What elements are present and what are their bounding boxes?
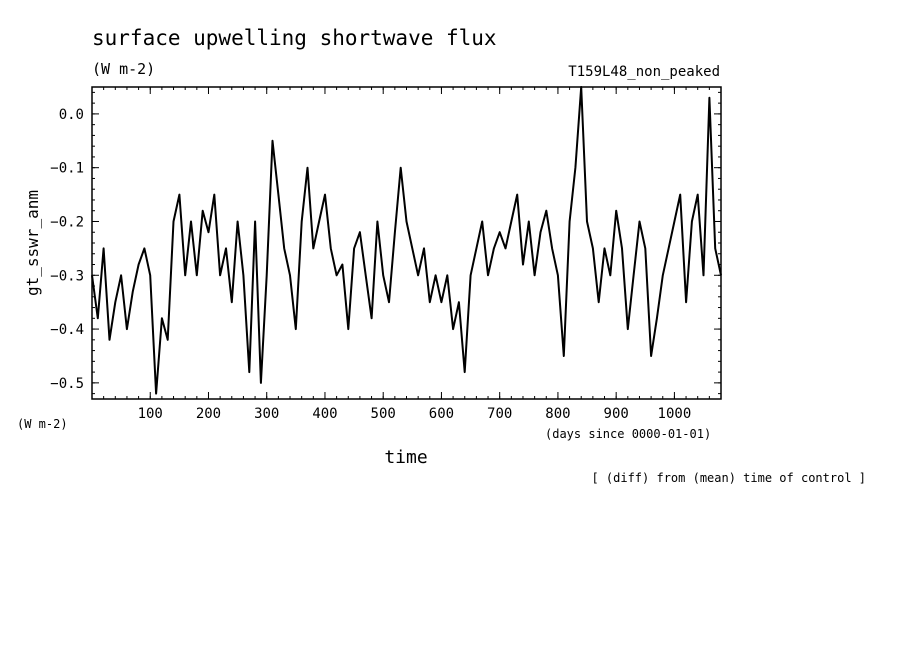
x-tick-label: 300: [254, 406, 279, 422]
chart-units: (W m-2): [92, 60, 155, 78]
y-tick-label: −0.5: [50, 376, 84, 392]
y-tick-label: −0.4: [50, 322, 84, 338]
x-tick-label: 600: [429, 406, 454, 422]
experiment-label: T159L48_non_peaked: [568, 64, 720, 80]
y-tick-label: −0.3: [50, 268, 84, 284]
plot-frame: [91, 86, 722, 400]
x-tick-label: 100: [138, 406, 163, 422]
y-tick-labels: 0.0 −0.1 −0.2 −0.3 −0.4 −0.5: [50, 107, 84, 392]
x-tick-label: 400: [312, 406, 337, 422]
series-line: [91, 86, 722, 395]
x-tick-label: 200: [196, 406, 221, 422]
x-tick-label: 500: [371, 406, 396, 422]
y-axis-label: gt_sswr_anm: [23, 190, 42, 296]
y-tick-label: −0.1: [50, 161, 84, 177]
x-tick-label: 800: [545, 406, 570, 422]
x-axis-units: (days since 0000-01-01): [545, 427, 711, 441]
x-axis-label: time: [384, 447, 427, 468]
x-tick-label: 900: [604, 406, 629, 422]
axis-ticks: [91, 87, 722, 399]
y-tick-label: 0.0: [59, 107, 84, 123]
x-tick-label: 1000: [658, 406, 692, 422]
chart-title: surface upwelling shortwave flux: [92, 26, 497, 50]
x-tick-labels: 100 200 300 400 500 600 700 800 900 1000: [138, 406, 692, 422]
x-tick-label: 700: [487, 406, 512, 422]
y-tick-label: −0.2: [50, 214, 84, 230]
comparison-note: [ (diff) from (mean) time of control ]: [591, 471, 866, 485]
y-axis-units: (W m-2): [17, 417, 68, 431]
